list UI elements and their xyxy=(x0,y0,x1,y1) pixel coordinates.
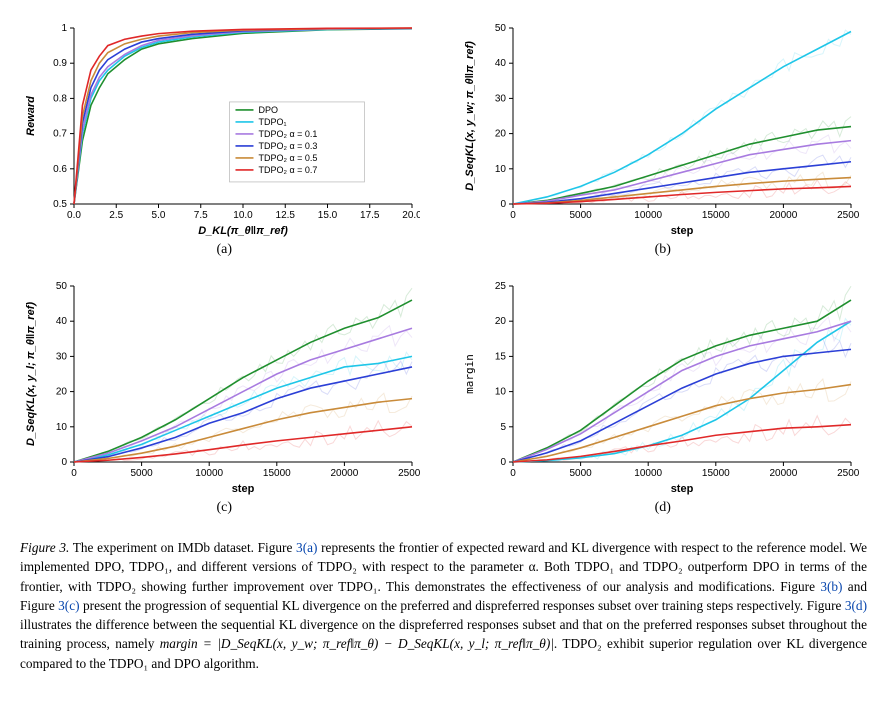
chart-a: 0.0 2.5 5.0 7.5 10.0 12.5 15.0 17.5 20.0 0.5 0.6 0.… xyxy=(20,20,420,240)
svg-text:0: 0 xyxy=(500,457,506,468)
caption-label: Figure 3. xyxy=(20,540,69,555)
sublabel-d: (d) xyxy=(459,500,868,516)
svg-text:10000: 10000 xyxy=(634,210,662,221)
svg-text:0: 0 xyxy=(510,210,516,221)
sublabel-b: (b) xyxy=(459,242,868,258)
svg-text:5: 5 xyxy=(500,422,506,433)
svg-text:15000: 15000 xyxy=(701,210,729,221)
panel-d: 0 5000 10000 15000 20000 25000 0 5 10 15 20 25 step m… xyxy=(459,278,868,516)
chart-b: 0 5000 10000 15000 20000 25000 0 10 20 30 40 50 step… xyxy=(459,20,859,240)
svg-text:15000: 15000 xyxy=(263,468,291,479)
svg-text:step: step xyxy=(670,483,693,495)
caption-ref[interactable]: 3(d) xyxy=(845,598,867,613)
svg-text:TDPO₂ α = 0.1: TDPO₂ α = 0.1 xyxy=(258,129,317,139)
svg-text:DPO: DPO xyxy=(258,105,278,115)
svg-text:5000: 5000 xyxy=(569,468,592,479)
svg-text:17.5: 17.5 xyxy=(360,210,380,221)
svg-text:10: 10 xyxy=(494,387,506,398)
svg-text:D_SeqKL(x, y_w; π_θ‖π_ref): D_SeqKL(x, y_w; π_θ‖π_ref) xyxy=(464,41,476,191)
svg-text:20000: 20000 xyxy=(330,468,358,479)
figure-grid: 0.0 2.5 5.0 7.5 10.0 12.5 15.0 17.5 20.0 0.5 0.6 0.… xyxy=(20,20,867,516)
svg-text:10: 10 xyxy=(56,422,68,433)
svg-text:50: 50 xyxy=(56,281,68,292)
svg-text:15000: 15000 xyxy=(701,468,729,479)
svg-text:20: 20 xyxy=(494,316,506,327)
svg-text:0.7: 0.7 xyxy=(53,129,67,140)
svg-text:1: 1 xyxy=(61,23,67,34)
svg-text:20: 20 xyxy=(494,129,506,140)
svg-text:0: 0 xyxy=(500,199,506,210)
caption-ref[interactable]: 3(b) xyxy=(820,579,842,594)
svg-text:25000: 25000 xyxy=(837,210,859,221)
svg-text:40: 40 xyxy=(494,58,506,69)
svg-text:25000: 25000 xyxy=(837,468,859,479)
svg-text:D_KL(π_θ‖π_ref): D_KL(π_θ‖π_ref) xyxy=(198,225,288,237)
chart-c: 0 5000 10000 15000 20000 25000 0 10 20 30 40 50 step… xyxy=(20,278,420,498)
svg-text:0.0: 0.0 xyxy=(67,210,81,221)
svg-text:step: step xyxy=(232,483,255,495)
svg-text:0.5: 0.5 xyxy=(53,199,67,210)
svg-text:25: 25 xyxy=(494,281,506,292)
svg-text:15: 15 xyxy=(494,351,506,362)
svg-text:5000: 5000 xyxy=(130,468,153,479)
svg-text:50: 50 xyxy=(494,23,506,34)
svg-text:5000: 5000 xyxy=(569,210,592,221)
svg-text:0.6: 0.6 xyxy=(53,164,67,175)
svg-text:12.5: 12.5 xyxy=(276,210,296,221)
svg-text:20: 20 xyxy=(56,387,68,398)
svg-text:TDPO₂ α = 0.3: TDPO₂ α = 0.3 xyxy=(258,141,317,151)
chart-d: 0 5000 10000 15000 20000 25000 0 5 10 15 20 25 step m… xyxy=(459,278,859,498)
caption-math: margin = |D_SeqKL(x, y_w; π_ref‖π_θ) − D… xyxy=(160,636,554,651)
panel-b: 0 5000 10000 15000 20000 25000 0 10 20 30 40 50 step… xyxy=(459,20,868,258)
svg-text:TDPO₂ α = 0.5: TDPO₂ α = 0.5 xyxy=(258,153,317,163)
svg-text:TDPO₁: TDPO₁ xyxy=(258,117,286,127)
svg-text:20000: 20000 xyxy=(769,468,797,479)
svg-text:15.0: 15.0 xyxy=(318,210,338,221)
figure-caption: Figure 3. The experiment on IMDb dataset… xyxy=(20,538,867,673)
svg-text:25000: 25000 xyxy=(398,468,420,479)
svg-text:30: 30 xyxy=(494,93,506,104)
svg-text:0: 0 xyxy=(510,468,516,479)
svg-text:5.0: 5.0 xyxy=(152,210,166,221)
svg-text:margin: margin xyxy=(463,354,476,394)
sublabel-a: (a) xyxy=(20,242,429,258)
svg-text:0.8: 0.8 xyxy=(53,93,67,104)
svg-text:10000: 10000 xyxy=(195,468,223,479)
svg-text:40: 40 xyxy=(56,316,68,327)
svg-text:D_SeqKL(x, y_l; π_θ‖π_ref): D_SeqKL(x, y_l; π_θ‖π_ref) xyxy=(25,302,37,446)
panel-a: 0.0 2.5 5.0 7.5 10.0 12.5 15.0 17.5 20.0 0.5 0.6 0.… xyxy=(20,20,429,258)
svg-text:0: 0 xyxy=(71,468,77,479)
svg-text:30: 30 xyxy=(56,351,68,362)
svg-text:20.0: 20.0 xyxy=(402,210,420,221)
svg-text:7.5: 7.5 xyxy=(194,210,208,221)
svg-text:0.9: 0.9 xyxy=(53,58,67,69)
caption-ref[interactable]: 3(c) xyxy=(58,598,79,613)
caption-ref[interactable]: 3(a) xyxy=(296,540,317,555)
svg-text:step: step xyxy=(670,225,693,237)
sublabel-c: (c) xyxy=(20,500,429,516)
svg-text:10000: 10000 xyxy=(634,468,662,479)
svg-text:2.5: 2.5 xyxy=(109,210,123,221)
svg-text:10: 10 xyxy=(494,164,506,175)
svg-text:20000: 20000 xyxy=(769,210,797,221)
panel-c: 0 5000 10000 15000 20000 25000 0 10 20 30 40 50 step… xyxy=(20,278,429,516)
svg-text:Reward: Reward xyxy=(25,96,37,136)
svg-text:0: 0 xyxy=(61,457,67,468)
svg-text:10.0: 10.0 xyxy=(233,210,253,221)
svg-text:TDPO₂ α = 0.7: TDPO₂ α = 0.7 xyxy=(258,165,317,175)
